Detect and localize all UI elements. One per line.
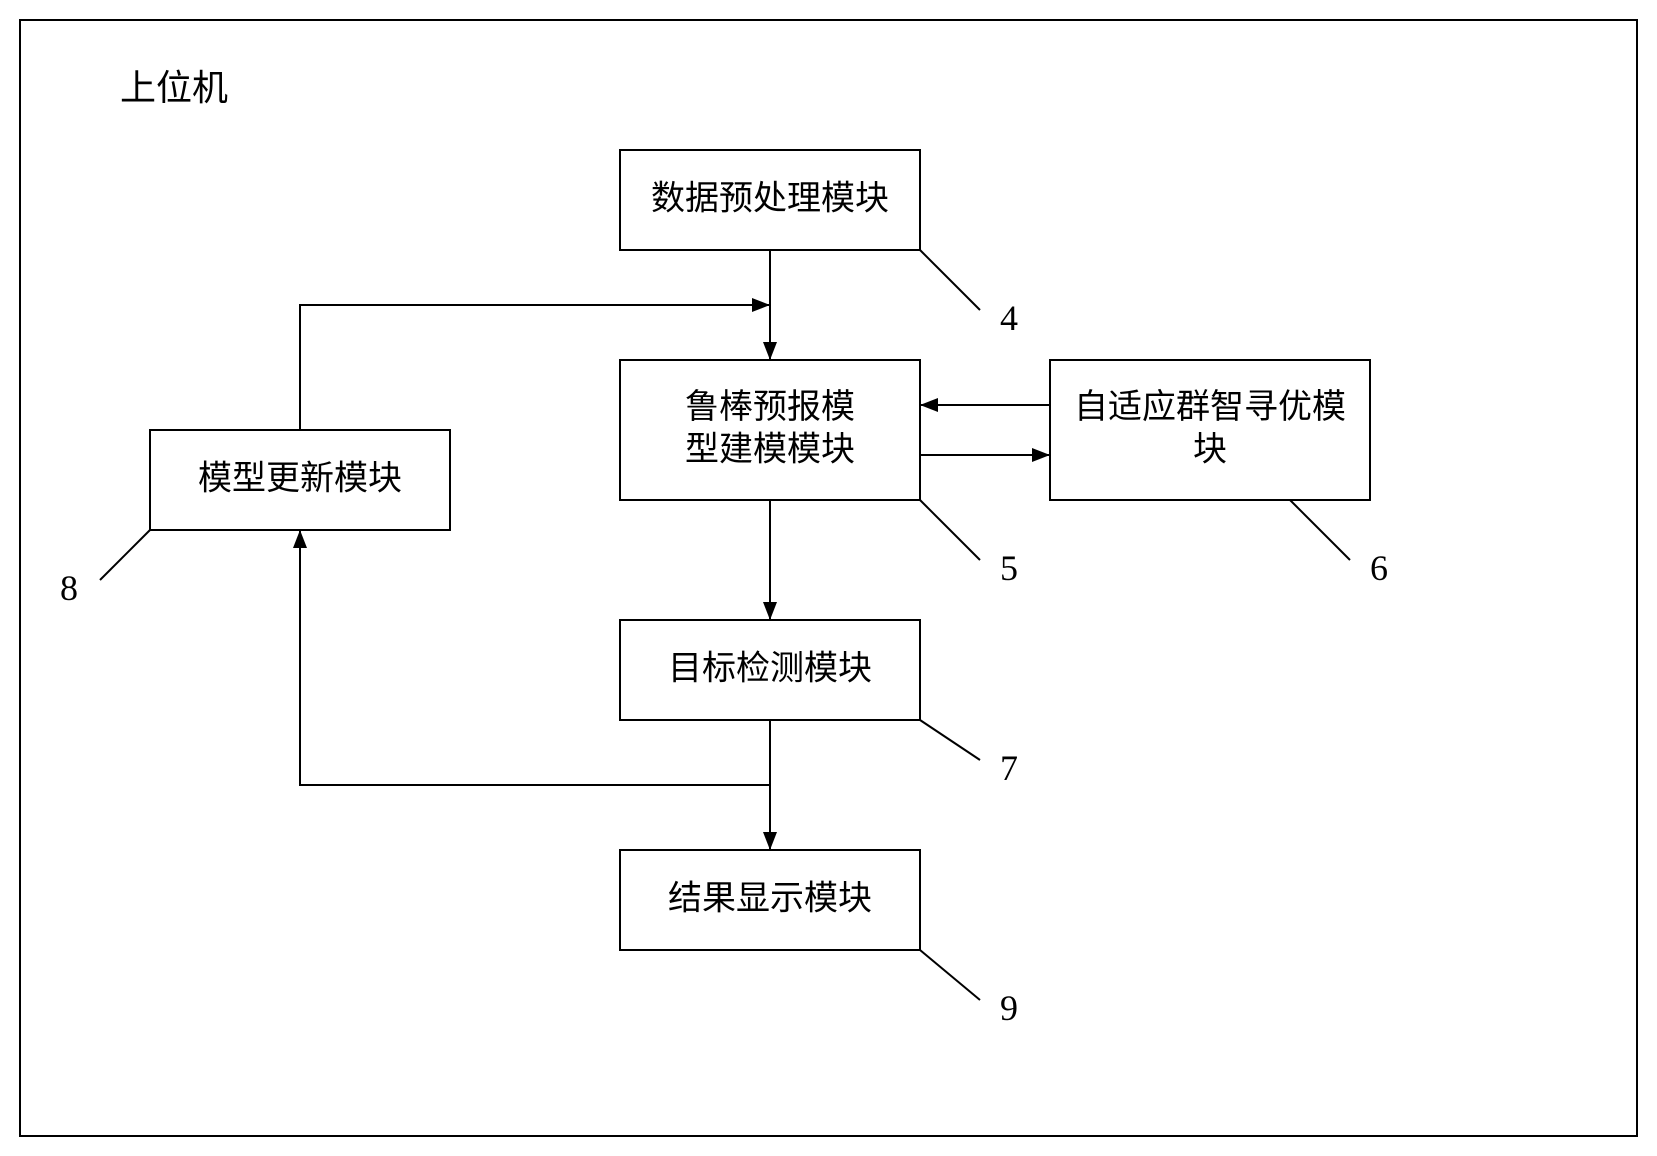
node-label-n6-line1: 块 xyxy=(1193,432,1227,469)
node-box-n6 xyxy=(1050,360,1370,500)
node-label-n5-line0: 鲁棒预报模 xyxy=(685,388,855,426)
node-number-n4: 4 xyxy=(1000,298,1018,338)
node-label-n4-line0: 数据预处理模块 xyxy=(651,179,889,217)
node-number-n6: 6 xyxy=(1370,548,1388,588)
diagram-title: 上位机 xyxy=(120,68,228,108)
node-n8: 模型更新模块 8 xyxy=(60,430,450,608)
node-label-n8-line0: 模型更新模块 xyxy=(198,459,402,497)
arrowhead xyxy=(920,398,938,412)
node-box-n5 xyxy=(620,360,920,500)
node-number-n8: 8 xyxy=(60,568,78,608)
node-label-n5-line1: 型建模模块 xyxy=(685,431,855,469)
leader-n5 xyxy=(920,500,980,560)
leader-n8 xyxy=(100,530,150,580)
node-n9: 结果显示模块 9 xyxy=(620,850,1018,1028)
arrowhead xyxy=(293,530,307,548)
node-n7: 目标检测模块 7 xyxy=(620,620,1018,788)
node-number-n9: 9 xyxy=(1000,988,1018,1028)
node-n6: 自适应群智寻优模块 6 xyxy=(1050,360,1388,588)
leader-n4 xyxy=(920,250,980,310)
arrowhead xyxy=(763,832,777,850)
arrowhead xyxy=(1032,448,1050,462)
node-label-n9-line0: 结果显示模块 xyxy=(668,879,872,917)
leader-n9 xyxy=(920,950,980,1000)
node-number-n7: 7 xyxy=(1000,748,1018,788)
arrowhead xyxy=(763,602,777,620)
leader-n6 xyxy=(1290,500,1350,560)
arrowhead xyxy=(763,342,777,360)
node-n5: 鲁棒预报模型建模模块 5 xyxy=(620,360,1018,588)
arrowhead xyxy=(752,298,770,312)
node-label-n6-line0: 自适应群智寻优模 xyxy=(1074,388,1346,426)
node-number-n5: 5 xyxy=(1000,548,1018,588)
node-label-n7-line0: 目标检测模块 xyxy=(668,649,872,687)
node-n4: 数据预处理模块 4 xyxy=(620,150,1018,338)
leader-n7 xyxy=(920,720,980,760)
